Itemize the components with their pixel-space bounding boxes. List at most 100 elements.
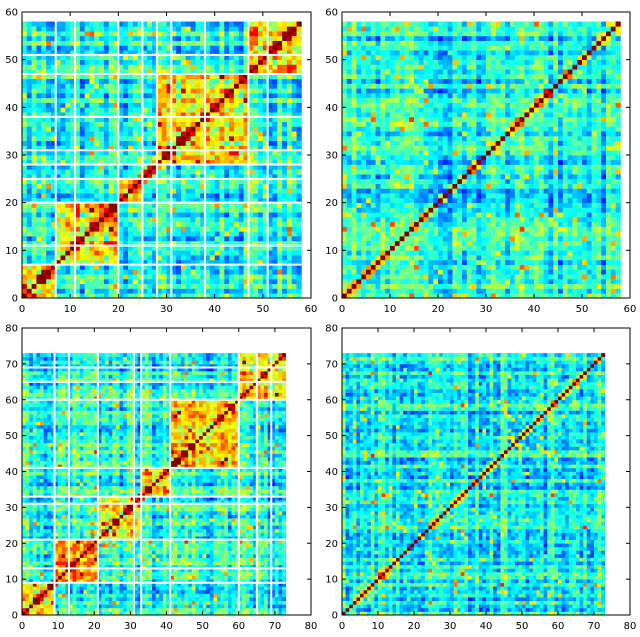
heatmap-cell [601,197,607,204]
heatmap-cell [70,169,76,175]
heatmap-cell [50,116,57,122]
heatmap-cell [433,193,439,199]
heatmap-cell [60,54,66,61]
heatmap-cell [296,226,302,232]
heatmap-cell [428,207,434,213]
heatmap-cell [233,73,240,80]
heatmap-cell [534,236,540,242]
heatmap-cell [253,107,259,113]
heatmap-cell [514,226,520,232]
heatmap-cell [262,131,268,137]
heatmap-cell [272,131,278,137]
heatmap-cell [514,288,520,294]
heatmap-cell [272,197,278,204]
heatmap-cell [70,164,76,170]
heatmap-cell [137,31,143,37]
heatmap-cell [596,221,602,227]
heatmap-cell [166,35,172,41]
heatmap-cell [214,135,220,142]
heatmap-cell [46,183,52,189]
heatmap-cell [558,293,564,299]
heatmap-cell [572,240,578,246]
heatmap-cell [171,288,177,294]
heatmap-cell [562,274,568,280]
heatmap-cell [481,212,487,218]
heatmap-cell [591,202,597,208]
heatmap-cell [171,236,177,242]
heatmap-cell [253,216,259,223]
heatmap-cell [214,50,220,56]
heatmap-cell [94,236,100,242]
heatmap-cell [233,212,240,218]
heatmap-cell [486,245,492,251]
heatmap-cell [185,116,191,122]
heatmap-cell [147,97,153,103]
heatmap-cell [296,145,302,151]
heatmap-cell [161,283,167,289]
heatmap-cell [291,255,297,261]
heatmap-cell [272,188,278,194]
heatmap-cell [253,164,259,170]
heatmap-cell [258,259,264,265]
heatmap-cell [123,31,129,37]
heatmap-cell [156,226,163,232]
heatmap-cell [490,226,496,232]
heatmap-cell [161,50,167,56]
heatmap-cell [233,35,240,41]
heatmap-cell [195,178,201,184]
heatmap-cell [229,26,235,32]
heatmap-cell [156,250,163,256]
heatmap-cell [529,202,535,208]
heatmap-cell [176,126,182,132]
heatmap-cell [22,283,28,289]
heatmap-cell [481,264,487,270]
heatmap-cell [606,197,612,204]
heatmap-cell [65,21,71,27]
heatmap-cell [414,274,420,280]
heatmap-cell [562,212,568,218]
heatmap-cell [156,73,163,80]
heatmap-cell [356,259,362,265]
heatmap-cell [262,288,268,294]
heatmap-cell [423,221,429,227]
heatmap-cell [171,54,177,61]
heatmap-cell [185,226,191,232]
heatmap-cell [610,178,616,184]
heatmap-cell [79,21,85,27]
heatmap-cell [553,169,559,175]
heatmap-cell [519,288,525,294]
heatmap-cell [205,26,211,32]
heatmap-cell [601,274,607,280]
heatmap-cell [185,255,191,261]
heatmap-cell [166,155,172,161]
heatmap-cell [296,126,302,132]
heatmap-cell [233,78,240,84]
heatmap-cell [505,283,511,289]
heatmap-cell [108,207,114,213]
heatmap-cell [351,216,357,223]
heatmap-cell [495,255,501,261]
heatmap-cell [176,174,182,180]
heatmap-cell [224,155,230,161]
heatmap-cell [224,31,230,37]
heatmap-cell [296,116,302,122]
heatmap-cell [457,236,463,242]
heatmap-cell [152,140,158,146]
heatmap-cell [60,97,66,103]
heatmap-cell [471,250,477,256]
heatmap-cell [31,54,37,61]
heatmap-cell [161,97,167,103]
heatmap-cell [233,45,240,51]
heatmap-cell [209,264,216,270]
heatmap-cell [65,26,71,32]
heatmap-cell [142,97,148,103]
heatmap-cell [277,45,283,51]
heatmap-cell [55,274,61,280]
heatmap-cell [418,250,424,256]
heatmap-cell [248,97,254,103]
heatmap-cell [438,174,444,180]
heatmap-cell [452,216,458,223]
heatmap-cell [195,283,201,289]
heatmap-cell [180,83,187,89]
heatmap-cell [185,216,191,223]
